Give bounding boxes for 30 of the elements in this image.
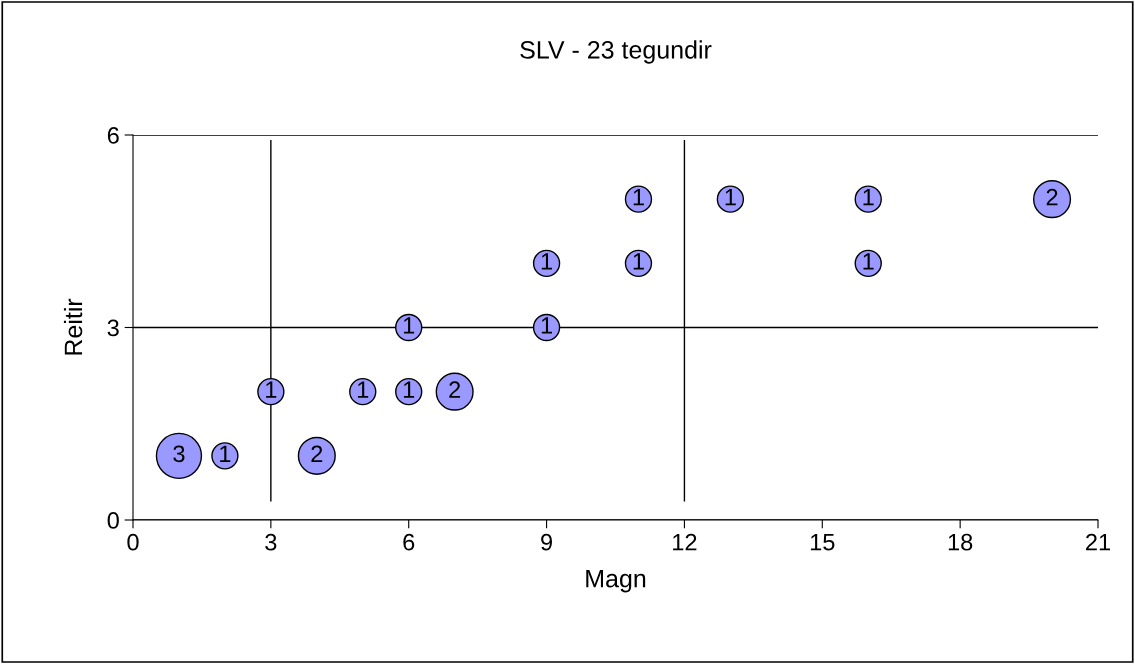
x-tick-label: 12 [673, 533, 697, 551]
data-label: 1 [863, 189, 874, 206]
data-label: 1 [541, 317, 552, 334]
data-label: 1 [358, 381, 369, 398]
data-label: 2 [449, 381, 461, 398]
data-label: 1 [633, 189, 644, 206]
x-tick-label: 15 [810, 534, 835, 551]
y-tick-label: 0 [107, 512, 119, 529]
data-label: 1 [541, 253, 552, 270]
y-tick-label: 3 [107, 319, 119, 337]
x-tick-label: 0 [127, 533, 139, 551]
chart-title: SLV - 23 tegundir [520, 40, 712, 64]
data-label: 3 [173, 445, 185, 463]
data-label: 1 [725, 189, 736, 206]
x-tick-label: 3 [265, 533, 277, 551]
data-label: 1 [403, 317, 415, 334]
data-label: 1 [266, 381, 277, 398]
data-label: 1 [220, 445, 231, 462]
data-label: 1 [403, 381, 415, 398]
x-tick-label: 18 [948, 533, 973, 551]
data-label: 2 [1046, 188, 1058, 206]
x-tick-label: 21 [1086, 533, 1110, 551]
y-tick-label: 6 [107, 127, 119, 144]
data-label: 1 [863, 253, 874, 270]
x-axis-title: Magn [586, 570, 646, 593]
data-label: 2 [311, 445, 323, 462]
x-tick-label: 6 [403, 533, 415, 551]
x-tick-label: 9 [541, 533, 553, 551]
y-axis-title: Reitir [63, 298, 83, 355]
data-label: 1 [633, 253, 644, 270]
